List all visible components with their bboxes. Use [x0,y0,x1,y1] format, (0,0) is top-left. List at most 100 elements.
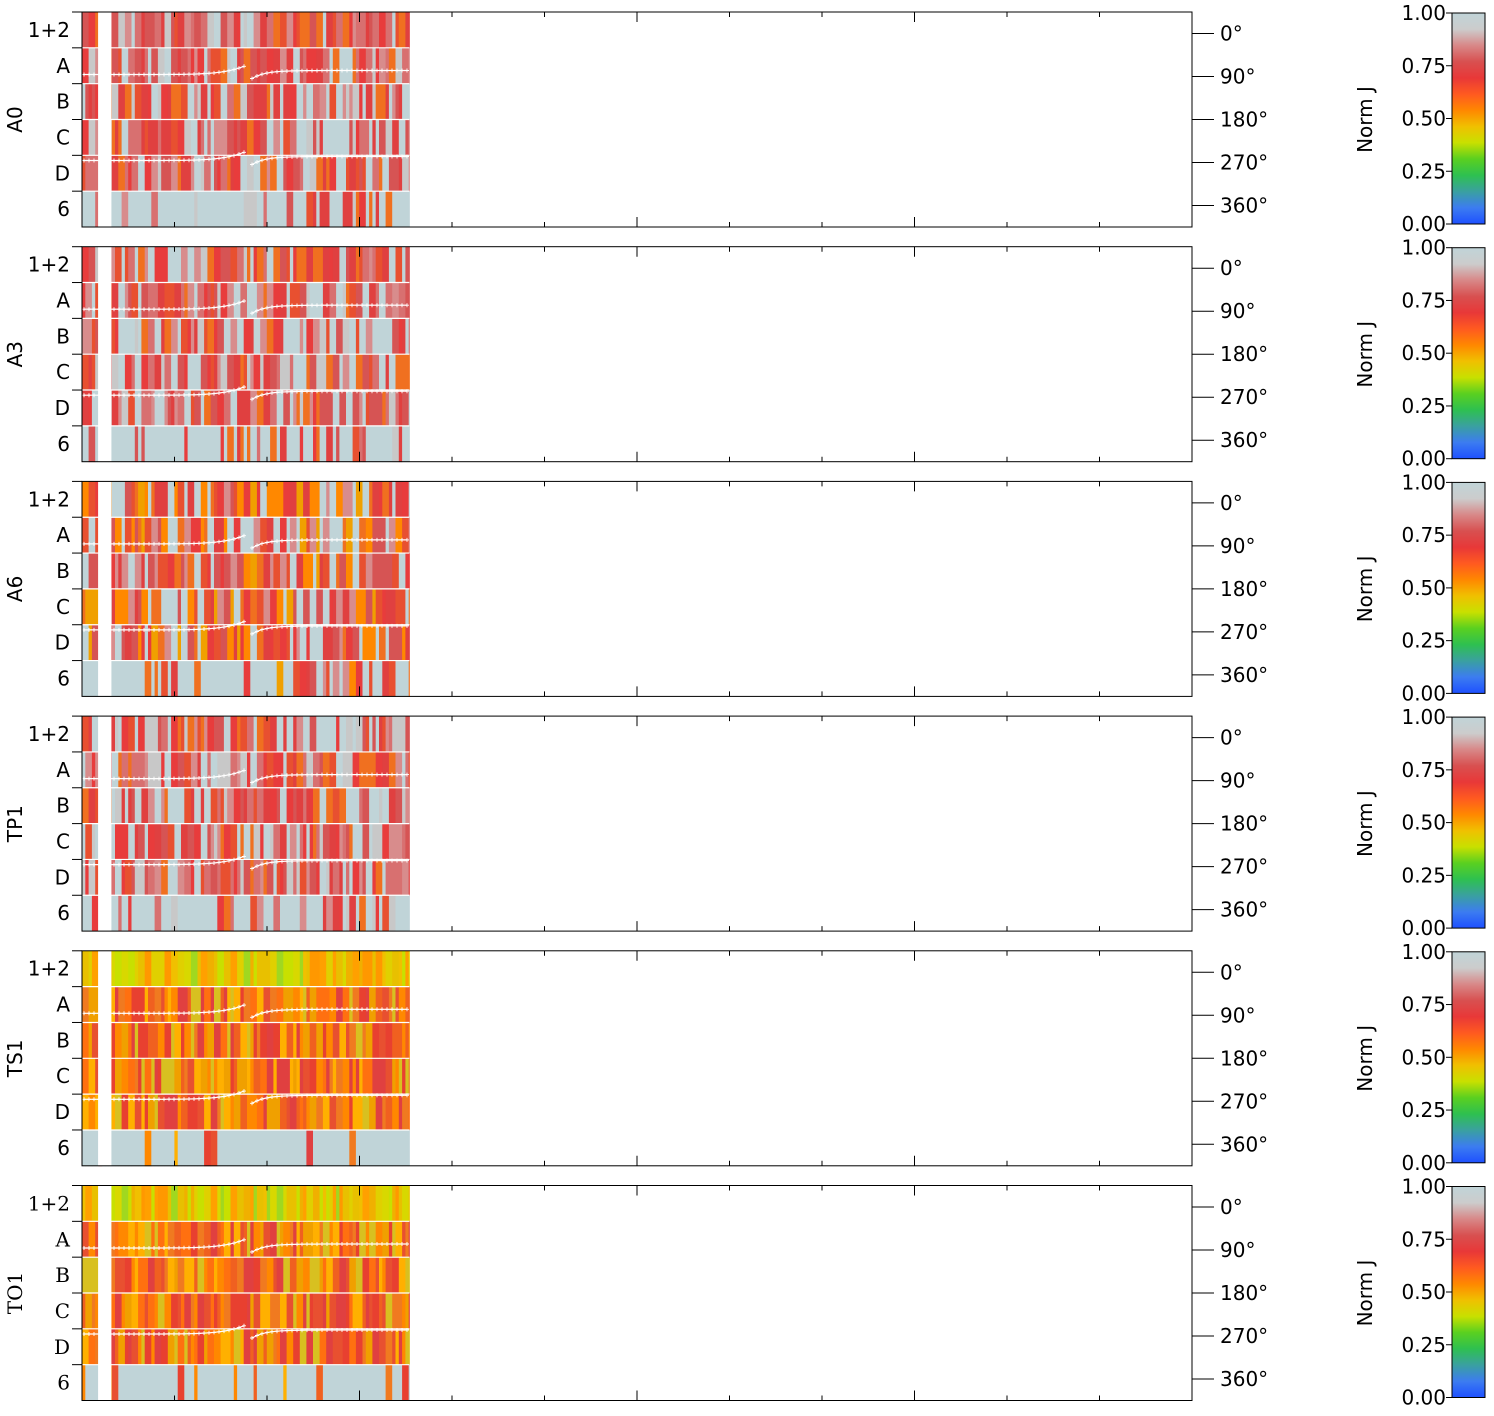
heatmap-cell [134,787,142,824]
heatmap-cell [187,517,192,554]
phase-lower-point [172,158,176,163]
heatmap-cell [171,895,179,932]
heatmap-cell [303,481,311,518]
heatmap-cell [286,716,294,753]
heatmap-cell [167,481,175,518]
heatmap-cell [303,1257,311,1294]
heatmap-cell [332,12,337,49]
phase-lower-point [380,858,384,863]
heatmap-cell [382,1129,386,1167]
heatmap-cell [148,823,155,860]
phase-upper-point [275,1008,279,1013]
heatmap-cell [217,282,221,319]
heatmap-cell [223,1185,231,1222]
heatmap-cell [392,83,396,120]
heatmap-cell [187,318,192,355]
phase-upper-point [117,541,121,546]
heatmap-cell [111,354,119,391]
heatmap-cell [313,895,317,932]
heatmap-cell [402,517,410,554]
heatmap-cell [115,1257,119,1294]
heatmap-cell [313,1328,320,1366]
heatmap-cell [286,282,291,319]
heatmap-cell [313,859,317,896]
heatmap-cell [369,751,377,789]
heatmap-cell [184,481,188,518]
heatmap-cell [250,1185,254,1222]
heatmap-cell [359,155,363,192]
heatmap-cell [164,588,172,626]
phase-lower-point [365,389,369,394]
heatmap-cell [329,282,337,319]
phase-lower-point [280,390,284,394]
heatmap-cell [322,1185,327,1222]
row-label: D [54,1335,70,1359]
phase-upper-point [127,776,131,781]
heatmap-cell [299,986,304,1023]
phase-lower-point [270,1329,274,1334]
heatmap-cell [247,246,251,283]
heatmap-cell [362,83,367,120]
heatmap-cell [346,553,353,590]
heatmap-cell [408,1058,410,1095]
heatmap-cell [230,950,238,988]
phase-upper-point [217,305,221,309]
phase-lower-point [395,154,399,159]
heatmap-cell [296,1364,304,1401]
phase-upper-point [92,541,96,546]
heatmap-cell [111,624,116,661]
heatmap-cell [273,191,278,228]
heatmap-cell [402,1328,406,1366]
heatmap-cell [309,950,314,988]
heatmap-cell [322,1257,327,1294]
heatmap-cell [395,354,400,391]
heatmap-cell [223,751,231,789]
heatmap-cell [200,12,208,49]
heatmap-cell [148,1094,155,1131]
heatmap-cell [352,119,357,156]
phase-lower-point [147,158,151,163]
heatmap-cell [263,246,268,283]
heatmap-cell [309,1022,317,1059]
heatmap-cell [326,12,334,49]
heatmap-cell [174,390,179,427]
phase-lower-point [177,862,181,867]
heatmap-cell [355,1257,363,1294]
phase-upper-point [172,1245,176,1250]
heatmap-cell [266,282,274,319]
heatmap-cell [405,751,410,789]
phase-upper-point [305,68,309,73]
heatmap-cell [220,986,225,1023]
phase-upper-point [350,303,354,308]
heatmap-cell [161,895,169,932]
heatmap-cell [306,1221,314,1258]
heatmap-cell [220,282,228,319]
heatmap-cell [250,191,258,228]
heatmap-cell [280,517,287,554]
heatmap-cell [181,246,188,283]
heatmap-cell [362,1328,367,1366]
colorbar-tick-label: 0.75 [1401,758,1446,782]
heatmap-cell [144,1129,152,1167]
heatmap-cell [118,481,126,518]
heatmap-cell [151,1221,155,1258]
heatmap-cell [240,787,245,824]
phase-lower-point [92,1332,96,1336]
heatmap-cell [233,1328,241,1366]
heatmap-cell [365,553,373,590]
heatmap-cell [247,751,251,789]
heatmap-cell [111,950,116,988]
heatmap-cell [181,624,188,661]
heatmap-cell [82,318,86,355]
heatmap-cell [134,517,139,554]
phase-lower-point [212,861,216,865]
phase-lower-point [330,1328,334,1332]
phase-lower-point [265,391,269,396]
heatmap-cell [214,12,221,49]
heatmap-cell [405,119,410,156]
heatmap-cell [326,1328,334,1366]
heatmap-cell [138,1058,142,1095]
phase-upper-point [147,307,151,312]
heatmap-cell [124,1293,132,1330]
heatmap-cell [82,1094,89,1131]
